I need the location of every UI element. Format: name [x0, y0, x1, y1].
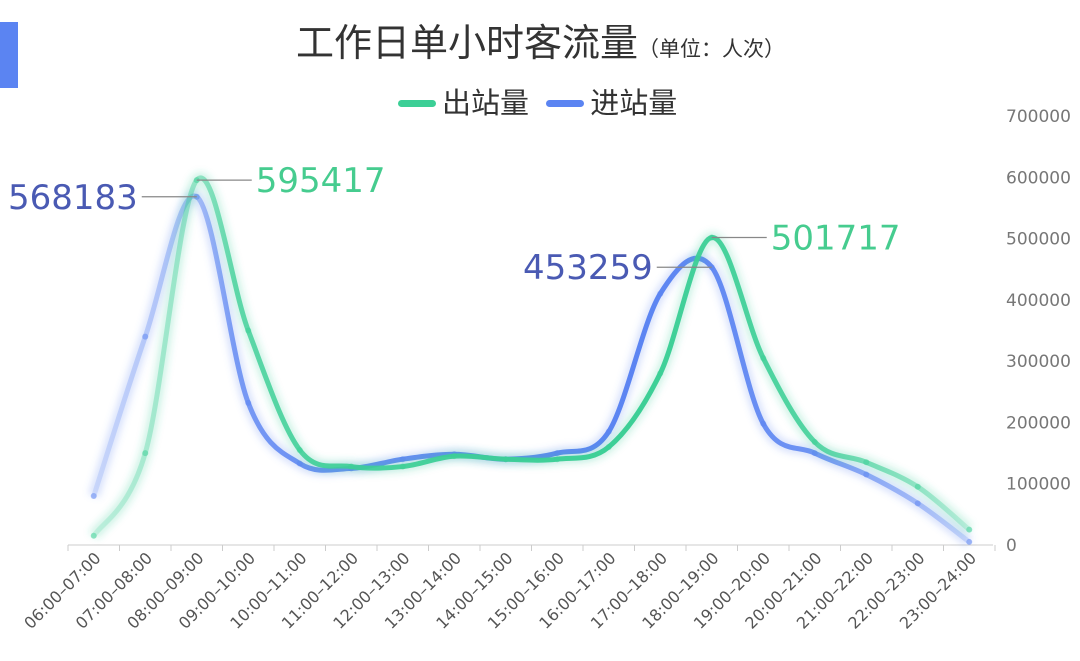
- legend: 出站量 进站量: [398, 80, 685, 122]
- data-point: [966, 526, 973, 533]
- data-point: [914, 500, 921, 507]
- data-point: [657, 290, 664, 297]
- data-point: [451, 453, 458, 460]
- data-point: [914, 483, 921, 490]
- data-point: [245, 327, 252, 334]
- data-point: [811, 439, 818, 446]
- data-point: [760, 420, 767, 427]
- chart-title-text: 工作日单小时客流量: [296, 21, 639, 65]
- y-tick-label: 300000: [1006, 352, 1071, 372]
- data-point: [502, 456, 509, 463]
- y-tick-label: 600000: [1006, 168, 1071, 188]
- data-point: [811, 450, 818, 457]
- y-tick-label: 200000: [1006, 413, 1071, 433]
- y-tick-label: 400000: [1006, 291, 1071, 311]
- y-tick-label: 500000: [1006, 230, 1071, 250]
- y-tick-label: 0: [1006, 536, 1017, 556]
- data-point: [760, 355, 767, 362]
- data-point: [863, 471, 870, 478]
- legend-label-out: 出站量: [442, 86, 530, 120]
- data-point: [605, 428, 612, 435]
- data-point: [657, 370, 664, 377]
- data-point: [296, 447, 303, 454]
- data-point: [296, 460, 303, 467]
- data-point: [399, 463, 406, 470]
- legend-swatch-out: [398, 99, 436, 107]
- data-point: [605, 443, 612, 450]
- data-point: [142, 333, 149, 340]
- y-tick-label: 700000: [1006, 107, 1071, 127]
- legend-item-in[interactable]: 进站量: [546, 80, 677, 122]
- chart-unit-label: （单位：人次）: [638, 37, 786, 61]
- data-point: [90, 492, 97, 499]
- peak-value-label: 568183: [8, 178, 138, 218]
- legend-label-in: 进站量: [590, 86, 678, 120]
- data-point: [90, 532, 97, 539]
- chart-title: 工作日单小时客流量（单位：人次）: [296, 12, 785, 67]
- data-point: [554, 456, 561, 463]
- legend-item-out[interactable]: 出站量: [398, 80, 529, 122]
- y-tick-label: 100000: [1006, 475, 1071, 495]
- data-point: [966, 538, 973, 545]
- data-point: [348, 463, 355, 470]
- data-point: [142, 450, 149, 457]
- legend-swatch-in: [546, 99, 585, 107]
- data-point: [863, 459, 870, 466]
- peak-value-label: 453259: [523, 248, 653, 288]
- data-point: [245, 399, 252, 406]
- accent-bar: [0, 22, 18, 88]
- peak-value-label: 501717: [771, 219, 901, 259]
- peak-value-label: 595417: [256, 161, 386, 201]
